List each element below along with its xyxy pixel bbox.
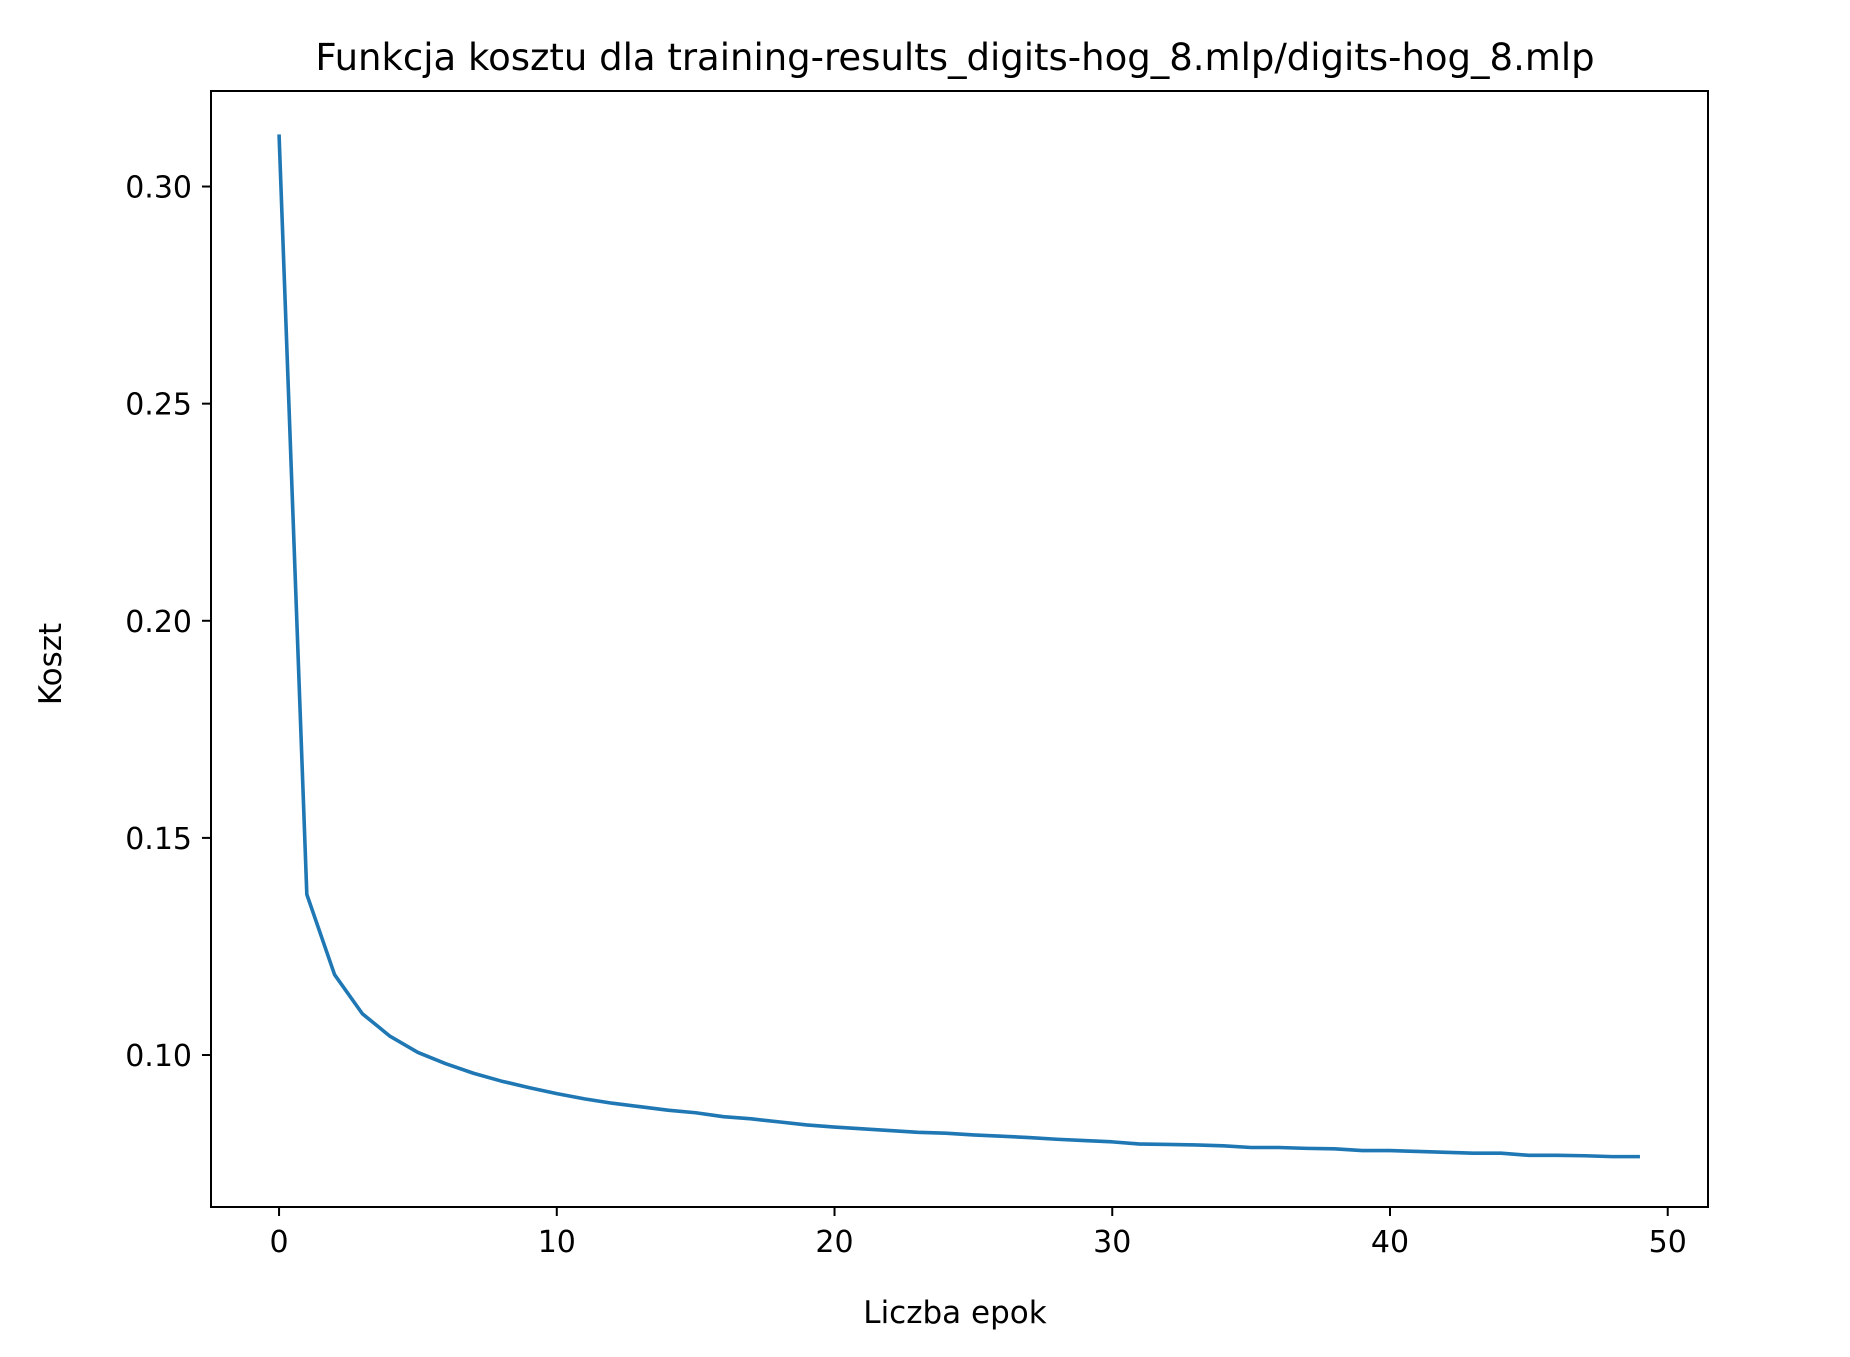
- x-tick-label: 20: [815, 1225, 853, 1260]
- series-line-0: [277, 134, 1640, 1159]
- x-tick-label: 0: [269, 1225, 288, 1260]
- x-tick-label: 40: [1371, 1225, 1409, 1260]
- series-layer: [277, 134, 1640, 1159]
- y-tick-label: 0.15: [125, 822, 192, 857]
- y-tick-label: 0.10: [125, 1039, 192, 1074]
- x-tick-label: 50: [1649, 1225, 1687, 1260]
- y-tick-label: 0.20: [125, 605, 192, 640]
- y-tick-label: 0.30: [125, 171, 192, 206]
- x-axis-title: Liczba epok: [863, 1295, 1046, 1331]
- chart-title: Funkcja kosztu dla training-results_digi…: [315, 36, 1594, 79]
- x-tick-label: 10: [538, 1225, 576, 1260]
- x-axis: 0 10 20 30 40 50: [269, 1207, 1687, 1260]
- y-axis-title: Koszt: [33, 623, 69, 705]
- y-axis: 0.10 0.15 0.20 0.25 0.30: [125, 171, 211, 1074]
- plot-frame: [210, 90, 1709, 1208]
- plot-area: [210, 90, 1709, 1208]
- x-tick-label: 30: [1093, 1225, 1131, 1260]
- y-tick-label: 0.25: [125, 388, 192, 423]
